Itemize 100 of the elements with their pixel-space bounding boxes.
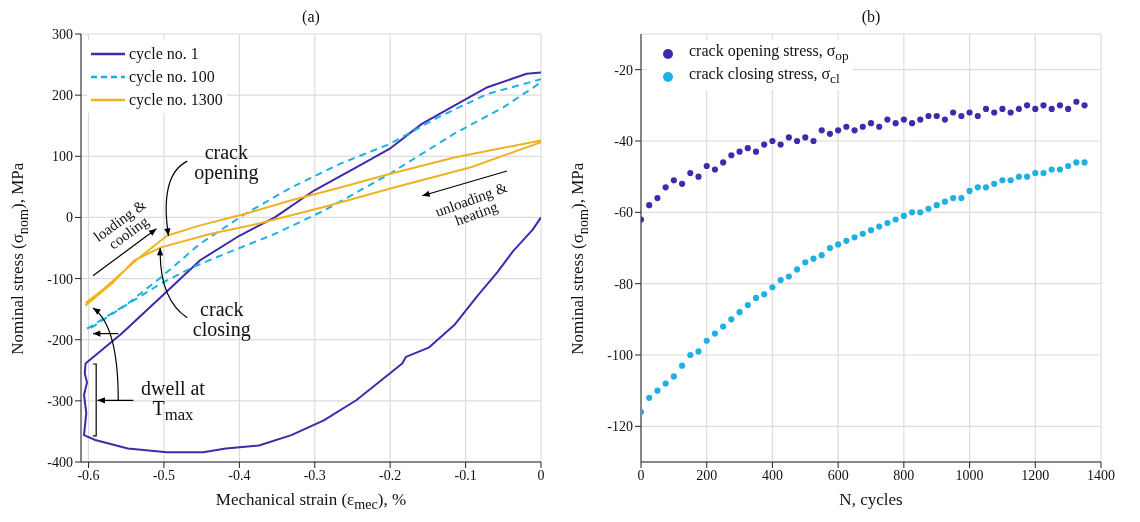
point	[826, 244, 834, 252]
point	[991, 180, 998, 187]
point	[1040, 102, 1047, 109]
x-tick-label: -0.4	[228, 467, 251, 483]
line-series	[83, 71, 541, 454]
point	[752, 148, 760, 155]
point	[950, 194, 957, 202]
point	[892, 120, 899, 127]
point	[810, 255, 817, 262]
point	[703, 337, 710, 344]
point	[900, 116, 907, 123]
point	[670, 373, 677, 380]
point	[884, 116, 891, 123]
y-tick-label: -120	[607, 419, 633, 435]
legend-label: cycle no. 100	[129, 67, 215, 86]
point	[835, 127, 842, 134]
point	[925, 205, 932, 212]
y-tick-label: -20	[614, 62, 633, 78]
y-tick-label: -40	[614, 133, 633, 149]
point	[736, 309, 743, 316]
point	[744, 301, 751, 309]
point	[933, 202, 940, 209]
y-tick-label: 300	[52, 26, 73, 42]
point	[999, 177, 1006, 184]
point	[908, 209, 916, 216]
point	[1015, 173, 1022, 180]
point	[654, 387, 661, 394]
point	[711, 330, 719, 337]
point	[974, 184, 981, 191]
point	[835, 241, 842, 248]
point	[859, 123, 866, 130]
point	[670, 177, 677, 184]
point	[818, 252, 825, 259]
point	[859, 230, 866, 237]
point	[769, 137, 776, 145]
point	[917, 209, 924, 216]
point	[843, 237, 850, 244]
point	[1023, 102, 1031, 109]
legend-label: cycle no. 1	[129, 44, 199, 63]
point	[785, 134, 792, 141]
point	[1081, 102, 1088, 109]
point	[966, 187, 973, 195]
y-tick-label: 0	[66, 210, 73, 226]
chart-title: (b)	[861, 8, 881, 25]
point	[687, 170, 694, 177]
y-tick-label: -200	[47, 332, 73, 348]
point	[958, 194, 965, 202]
point	[908, 120, 916, 127]
point	[769, 284, 776, 291]
point	[703, 162, 710, 170]
point	[695, 173, 702, 180]
point	[761, 141, 768, 148]
point	[728, 152, 735, 159]
point	[777, 277, 784, 284]
point	[933, 112, 940, 120]
point	[646, 394, 653, 401]
point	[793, 266, 801, 273]
point	[646, 202, 653, 209]
point	[1048, 105, 1055, 112]
point	[1032, 105, 1039, 112]
point	[662, 380, 669, 387]
x-tick-label: -0.6	[77, 467, 100, 483]
point	[1081, 159, 1088, 166]
legend-label: crack opening stress, σ$_{op}$	[689, 42, 849, 65]
point	[999, 105, 1006, 112]
point	[1015, 105, 1022, 112]
point	[900, 212, 907, 219]
annotation: crack opening	[194, 141, 259, 184]
x-tick-label: 1200	[1021, 467, 1050, 483]
point	[867, 120, 875, 127]
y-tick-label: -100	[47, 271, 73, 287]
annotation: dwell at T$_{max}$	[141, 376, 205, 424]
point	[851, 234, 858, 241]
point	[802, 259, 809, 266]
x-tick-label: -0.2	[379, 467, 402, 483]
y-tick-label: -60	[614, 205, 633, 221]
point	[728, 316, 735, 323]
x-axis-title: N, cycles	[839, 490, 903, 509]
legend-label: crack closing stress, σ$_{cl}$	[689, 65, 840, 88]
x-tick-label: -0.5	[152, 467, 176, 483]
x-tick-label: -0.1	[454, 467, 477, 483]
point	[720, 159, 727, 166]
x-tick-label: 800	[893, 467, 915, 483]
y-tick-label: -400	[47, 454, 73, 470]
x-tick-label: 400	[761, 467, 783, 483]
point	[1023, 173, 1031, 180]
y-tick-label: -300	[47, 393, 73, 409]
x-tick-label: 0	[637, 467, 645, 483]
point	[917, 116, 924, 123]
point	[1073, 98, 1080, 105]
point	[851, 127, 858, 134]
x-tick-label: 600	[827, 467, 849, 483]
point	[1056, 102, 1064, 109]
point	[876, 223, 883, 230]
x-tick-label: 1000	[955, 467, 984, 483]
point	[925, 112, 932, 120]
annotation: crack closing	[192, 298, 251, 341]
legend-label: cycle no. 1300	[129, 90, 223, 109]
point	[1007, 109, 1014, 116]
point	[654, 194, 661, 202]
